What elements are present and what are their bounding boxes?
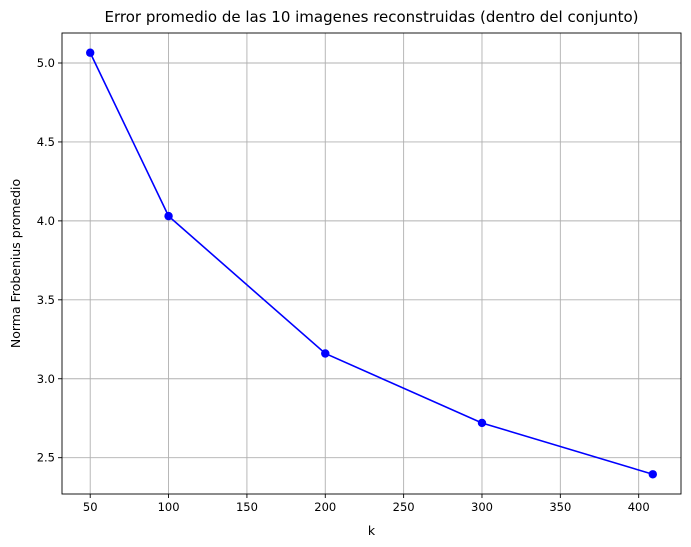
y-tick-label: 5.0 [37, 56, 55, 70]
y-axis: 2.5 3.0 3.5 4.0 4.5 5.0 [37, 56, 62, 465]
x-tick-label: 400 [628, 500, 650, 514]
x-tick-label: 350 [549, 500, 571, 514]
data-point [477, 418, 487, 428]
data-point [164, 211, 173, 221]
data-point [648, 470, 657, 479]
grid [62, 33, 681, 494]
x-tick-label: 100 [158, 500, 180, 514]
y-tick-label: 3.0 [37, 372, 55, 386]
data-point [321, 349, 330, 358]
series-line [89, 52, 654, 476]
x-axis: 50 100 150 200 250 300 350 400 [83, 494, 650, 514]
x-tick-label: 250 [393, 500, 415, 514]
y-axis-label: Norma Frobenius promedio [8, 179, 23, 348]
y-tick-label: 4.5 [37, 135, 55, 149]
y-tick-label: 4.0 [37, 214, 55, 228]
series-layer [86, 48, 657, 479]
chart-title: Error promedio de las 10 imagenes recons… [104, 8, 638, 26]
x-tick-label: 300 [471, 500, 493, 514]
plot-frame [61, 32, 682, 495]
x-tick-label: 150 [236, 500, 258, 514]
x-tick-label: 50 [83, 500, 98, 514]
x-tick-label: 200 [314, 500, 336, 514]
y-tick-label: 3.5 [37, 293, 55, 307]
data-point [86, 48, 95, 57]
y-tick-label: 2.5 [37, 451, 55, 465]
x-axis-label: k [368, 523, 376, 538]
